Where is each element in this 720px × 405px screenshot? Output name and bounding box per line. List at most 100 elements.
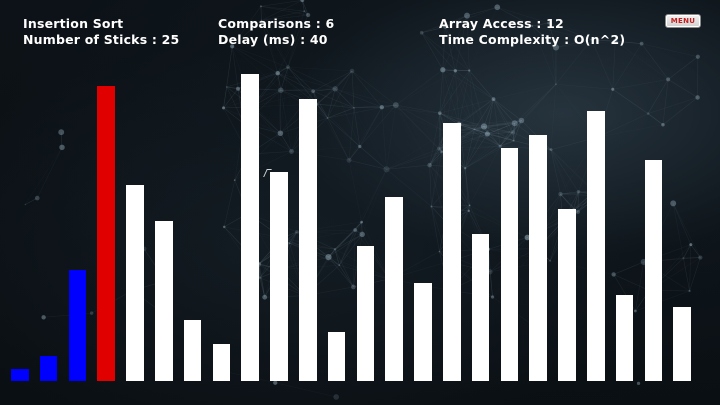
network-link	[445, 15, 468, 28]
network-link	[260, 6, 305, 12]
network-node	[225, 86, 228, 88]
network-link	[662, 79, 669, 125]
network-node	[326, 117, 329, 119]
network-link	[662, 97, 698, 125]
network-link	[612, 89, 649, 114]
network-node	[333, 394, 339, 400]
network-link	[327, 70, 353, 119]
network-node	[510, 130, 516, 135]
network-link	[438, 113, 441, 149]
network-link	[348, 146, 361, 161]
network-node	[59, 144, 65, 151]
network-link	[316, 88, 336, 105]
network-link	[464, 133, 488, 169]
network-node	[349, 68, 355, 74]
network-link	[445, 70, 470, 132]
network-link	[442, 69, 446, 132]
network-link	[361, 234, 390, 280]
network-node	[359, 231, 365, 238]
network-link	[555, 40, 616, 48]
stick-unsorted	[529, 135, 547, 381]
network-link	[232, 20, 262, 47]
network-node	[286, 65, 290, 70]
network-link	[328, 221, 362, 258]
network-link	[261, 10, 305, 21]
network-node	[58, 129, 65, 136]
network-link	[421, 15, 468, 33]
network-link	[287, 66, 336, 90]
network-node	[484, 131, 490, 137]
network-link	[483, 126, 514, 141]
network-node	[549, 148, 553, 152]
network-node	[230, 44, 235, 49]
network-link	[280, 67, 289, 91]
network-link	[429, 131, 446, 166]
network-node	[639, 41, 644, 46]
network-link	[442, 27, 446, 70]
network-link	[327, 88, 336, 119]
network-link	[334, 249, 354, 288]
network-link	[512, 84, 557, 133]
network-link	[474, 120, 522, 130]
network-link	[289, 231, 298, 244]
network-link	[277, 14, 309, 74]
network-link	[615, 40, 642, 44]
network-link	[260, 0, 303, 7]
network-node	[467, 209, 471, 213]
network-node	[351, 284, 356, 290]
network-link	[474, 129, 488, 135]
network-link	[316, 103, 355, 109]
network-link	[280, 89, 314, 92]
network-link	[335, 88, 396, 106]
network-link	[334, 229, 356, 250]
network-node	[379, 105, 384, 110]
stick-unsorted	[183, 319, 202, 381]
comparisons-count: Comparisons : 6	[218, 16, 335, 31]
network-link	[275, 382, 337, 398]
network-link	[327, 117, 360, 147]
menu-button[interactable]: MENU	[665, 14, 701, 28]
network-node	[524, 234, 531, 241]
network-link	[591, 39, 642, 44]
network-node	[275, 70, 280, 76]
network-node	[300, 0, 305, 3]
network-link	[429, 165, 432, 207]
network-link	[458, 124, 488, 135]
network-node	[437, 146, 442, 151]
network-node	[278, 87, 284, 93]
network-link	[223, 107, 245, 124]
stick-unsorted	[587, 110, 605, 381]
network-link	[612, 40, 616, 90]
network-node	[311, 89, 316, 94]
network-link	[458, 70, 470, 125]
network-link	[431, 151, 442, 207]
network-link	[328, 248, 336, 258]
network-link	[395, 104, 440, 149]
network-node	[437, 111, 442, 115]
network-link	[277, 72, 336, 90]
network-link	[513, 123, 516, 141]
network-node	[440, 67, 446, 73]
network-link	[439, 70, 456, 114]
network-link	[312, 91, 328, 119]
network-node	[305, 12, 311, 18]
network-node	[303, 10, 306, 13]
stick-unsorted	[500, 147, 519, 381]
network-node	[333, 248, 337, 251]
network-link	[445, 70, 456, 132]
network-link	[458, 124, 514, 142]
network-node	[695, 54, 700, 59]
network-node	[612, 38, 618, 44]
network-node	[353, 107, 355, 109]
network-node	[468, 69, 471, 72]
network-node	[440, 150, 444, 154]
network-link	[474, 129, 514, 142]
network-link	[468, 205, 470, 211]
network-node	[277, 130, 284, 137]
network-node	[346, 157, 352, 163]
network-node	[512, 139, 515, 142]
stick-unsorted	[414, 282, 432, 381]
network-node	[636, 381, 641, 385]
network-link	[513, 120, 522, 141]
